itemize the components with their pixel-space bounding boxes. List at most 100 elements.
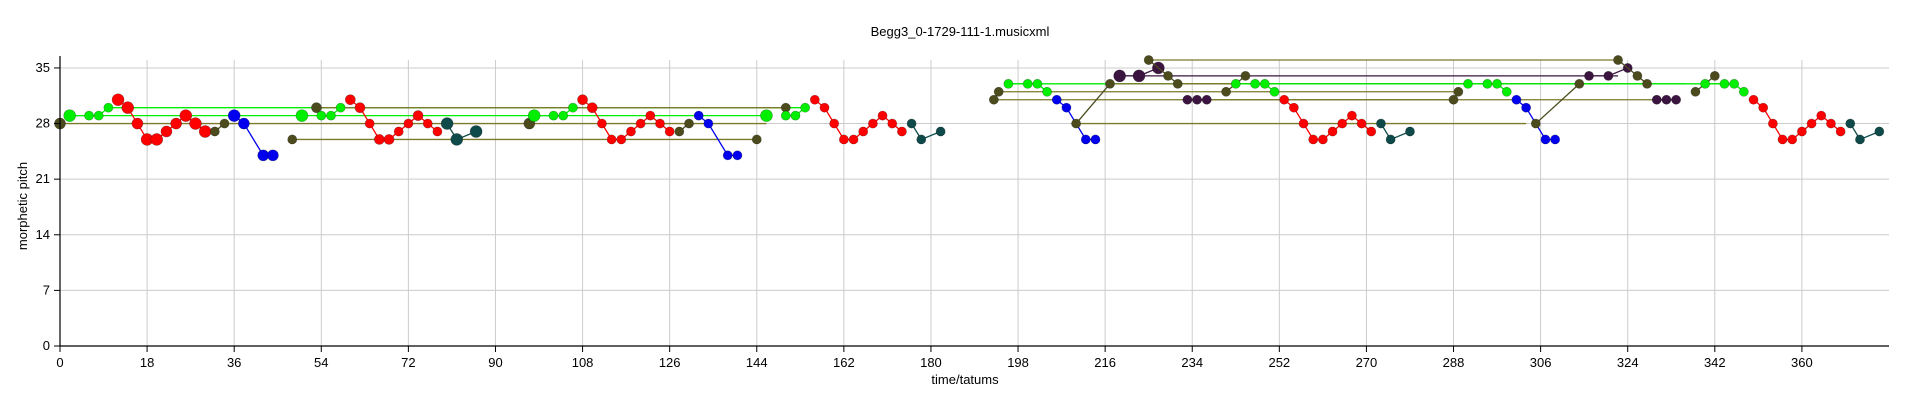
data-point	[84, 110, 94, 121]
data-point	[326, 110, 336, 121]
x-tick-label: 162	[833, 355, 855, 370]
grid	[59, 60, 1889, 347]
y-tick-label: 7	[43, 282, 50, 297]
data-point	[887, 118, 898, 129]
data-point	[1385, 134, 1396, 145]
data-point	[1061, 102, 1072, 113]
data-point	[1574, 78, 1585, 89]
data-point	[988, 94, 999, 105]
data-point	[1172, 78, 1183, 89]
x-tick-label: 360	[1791, 355, 1813, 370]
data-point	[645, 110, 656, 121]
series-line	[69, 107, 109, 117]
y-tick-label: 35	[36, 60, 50, 75]
data-point	[1767, 118, 1778, 129]
data-point	[790, 110, 801, 121]
y-tick-label: 21	[36, 171, 50, 186]
x-tick-label: 144	[746, 355, 768, 370]
series-group	[1845, 118, 1885, 145]
x-tick-label: 252	[1268, 355, 1290, 370]
x-tick-label: 198	[1007, 355, 1029, 370]
series-group	[1113, 61, 1165, 83]
data-point	[1632, 70, 1643, 81]
data-point	[1584, 70, 1594, 81]
data-point	[1738, 86, 1749, 97]
series-group	[316, 102, 346, 121]
data-point	[111, 93, 125, 107]
data-point	[1201, 94, 1212, 105]
data-point	[412, 110, 424, 121]
data-point	[1671, 94, 1682, 105]
series-line	[1008, 83, 1048, 93]
series-line	[1075, 83, 1111, 124]
data-point	[558, 110, 569, 121]
data-point	[1816, 110, 1827, 121]
series-group	[1748, 94, 1846, 145]
y-tick-label: 14	[36, 227, 50, 242]
data-point	[93, 110, 104, 121]
series-group	[751, 134, 762, 145]
data-point	[1521, 102, 1532, 113]
series-group	[1463, 78, 1512, 97]
series-group	[1376, 118, 1415, 145]
series-group	[1448, 86, 1464, 105]
x-axis-label: time/tatums	[931, 372, 999, 387]
series-line	[1753, 99, 1842, 141]
series-line	[1468, 83, 1508, 93]
data-point	[1347, 110, 1357, 121]
data-point	[287, 134, 298, 145]
y-axis-label: morphetic pitch	[15, 162, 30, 250]
data-point	[1250, 78, 1261, 89]
series-group	[527, 102, 578, 122]
data-point	[1327, 126, 1338, 137]
x-tick-label: 90	[488, 355, 502, 370]
series-group	[1230, 78, 1280, 97]
data-point	[1501, 86, 1512, 97]
series-group	[988, 86, 1004, 105]
data-point	[897, 126, 907, 137]
series-group	[1613, 55, 1652, 89]
data-point	[393, 126, 404, 137]
series-group	[1530, 78, 1585, 129]
series-line	[1617, 59, 1648, 85]
series-group	[63, 102, 114, 122]
data-point	[1482, 78, 1493, 89]
data-point	[800, 102, 811, 113]
data-point	[1453, 86, 1464, 97]
data-point	[1298, 118, 1309, 129]
data-point	[848, 134, 859, 145]
data-point	[1758, 102, 1769, 113]
data-point	[527, 109, 541, 122]
series-line	[814, 99, 903, 141]
data-point	[179, 109, 193, 122]
data-point	[1051, 94, 1062, 105]
data-point	[693, 110, 704, 121]
data-point	[1080, 134, 1091, 145]
data-point	[1356, 118, 1367, 129]
data-point	[198, 125, 212, 138]
series-group	[111, 93, 212, 146]
data-point	[1797, 126, 1807, 137]
data-point	[1182, 94, 1193, 105]
data-point	[780, 110, 791, 121]
data-point	[1729, 78, 1740, 89]
data-point	[1651, 94, 1662, 105]
data-point	[1366, 126, 1377, 137]
series-line	[1235, 83, 1275, 93]
data-point	[170, 117, 182, 130]
data-point	[354, 102, 366, 114]
data-point	[1221, 86, 1232, 97]
data-point	[751, 134, 762, 145]
data-point	[238, 117, 250, 130]
data-point	[219, 118, 230, 129]
data-point	[1269, 86, 1280, 97]
series-group	[809, 94, 907, 145]
data-point	[655, 118, 665, 129]
data-point	[1719, 78, 1730, 89]
data-point	[1071, 118, 1082, 129]
data-point	[150, 133, 164, 146]
data-point	[189, 117, 202, 130]
data-point	[829, 118, 840, 129]
x-tick-label: 72	[401, 355, 415, 370]
data-point	[577, 94, 588, 106]
